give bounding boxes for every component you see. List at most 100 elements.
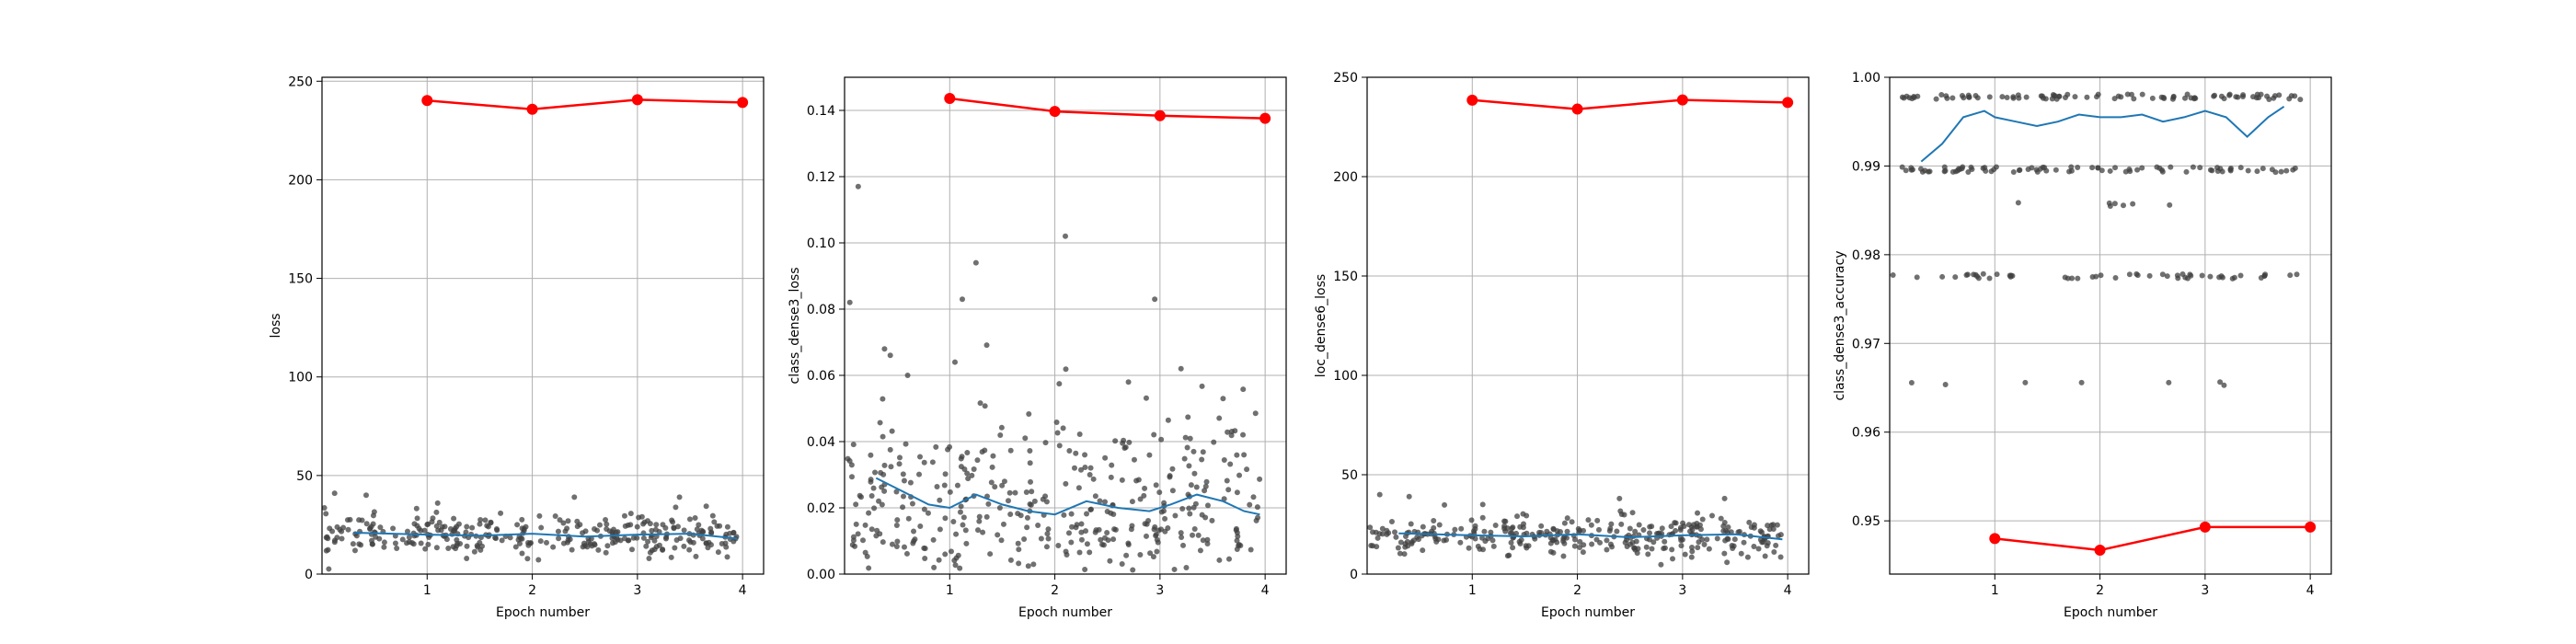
- batch-point: [1914, 274, 1920, 281]
- batch-point: [889, 541, 895, 547]
- batch-point: [1560, 553, 1567, 559]
- batch-point: [1728, 529, 1734, 535]
- batch-point: [948, 548, 954, 555]
- epoch-point: [1989, 533, 2001, 545]
- batch-point: [418, 540, 424, 546]
- batch-point: [2292, 165, 2298, 171]
- batch-point: [1699, 516, 1706, 523]
- batch-point: [1186, 463, 1192, 469]
- batch-point: [1125, 379, 1132, 385]
- batch-point: [1060, 425, 1066, 431]
- batch-point: [2149, 95, 2156, 101]
- batch-point: [1509, 525, 1515, 532]
- batch-point: [965, 476, 972, 482]
- batch-point: [594, 527, 601, 534]
- x-tick-label: 2: [1573, 583, 1581, 598]
- batch-point: [1063, 480, 1069, 487]
- batch-point: [1250, 494, 1257, 500]
- batch-point: [896, 454, 903, 461]
- batch-point: [681, 543, 687, 549]
- batch-point: [998, 537, 1005, 544]
- batch-point: [1709, 512, 1716, 519]
- batch-point: [2269, 167, 2275, 173]
- batch-point: [1038, 535, 1044, 542]
- batch-point: [464, 543, 470, 549]
- batch-point: [692, 514, 698, 521]
- batch-point: [693, 553, 699, 559]
- batch-point: [960, 296, 965, 303]
- y-tick-label: 1.00: [1852, 71, 1880, 86]
- batch-point: [921, 506, 927, 512]
- batch-point: [1490, 543, 1497, 549]
- batch-point: [717, 523, 723, 529]
- batch-point: [2237, 272, 2244, 279]
- batch-point: [1240, 431, 1247, 438]
- batch-point: [877, 420, 883, 426]
- batch-point: [977, 400, 983, 407]
- y-tick-label: 0.06: [807, 369, 835, 384]
- batch-point: [983, 342, 990, 349]
- batch-point: [537, 538, 544, 545]
- batch-point: [1397, 550, 1403, 557]
- batch-point: [900, 493, 906, 500]
- batch-point: [1133, 477, 1140, 484]
- batch-point: [933, 443, 939, 450]
- batch-point: [1108, 474, 1114, 480]
- y-tick-label: 0.97: [1852, 337, 1880, 351]
- batch-point: [1689, 544, 1696, 550]
- batch-point: [942, 551, 949, 558]
- batch-point: [1123, 552, 1130, 558]
- batch-point: [1388, 518, 1395, 524]
- batch-point: [855, 183, 861, 190]
- batch-point: [2075, 164, 2081, 170]
- batch-point: [1768, 522, 1775, 528]
- batch-point: [1200, 449, 1206, 455]
- batch-point: [879, 501, 885, 508]
- batch-point: [1738, 550, 1744, 557]
- batch-point: [1774, 522, 1780, 528]
- batch-point: [1125, 540, 1132, 546]
- batch-point: [2297, 97, 2304, 103]
- batch-point: [1577, 538, 1583, 545]
- batch-point: [699, 535, 706, 542]
- batch-point: [433, 509, 440, 515]
- batch-point: [1097, 498, 1103, 504]
- batch-point: [1026, 410, 1032, 417]
- batch-point: [1028, 478, 1034, 485]
- epoch-point: [631, 94, 643, 106]
- x-axis-label: Epoch number: [1541, 605, 1635, 620]
- batch-point: [2218, 93, 2225, 99]
- batch-point: [2098, 272, 2104, 279]
- batch-point: [1431, 524, 1437, 531]
- batch-point: [1571, 543, 1578, 549]
- batch-point: [1056, 381, 1063, 387]
- batch-point: [2029, 165, 2035, 171]
- batch-point: [974, 457, 981, 464]
- batch-point: [433, 523, 440, 529]
- batch-point: [1024, 514, 1030, 521]
- batch-point: [1151, 526, 1157, 533]
- batch-point: [484, 523, 490, 529]
- batch-point: [1458, 525, 1465, 532]
- batch-point: [1550, 537, 1557, 544]
- batch-point: [1994, 271, 2000, 278]
- batch-point: [671, 524, 677, 531]
- batch-point: [1986, 94, 1993, 100]
- batch-point: [1704, 536, 1710, 543]
- batch-point: [1903, 93, 1910, 99]
- batch-point: [1472, 523, 1478, 529]
- batch-point: [1031, 498, 1038, 504]
- batch-point: [723, 544, 730, 550]
- batch-point: [896, 461, 903, 467]
- batch-point: [1721, 550, 1728, 557]
- batch-point: [905, 515, 912, 522]
- batch-point: [1199, 512, 1205, 518]
- x-tick-label: 4: [1784, 583, 1792, 598]
- batch-point: [2131, 96, 2137, 102]
- batch-point: [931, 564, 937, 570]
- batch-point: [1121, 437, 1127, 443]
- batch-point: [580, 544, 586, 550]
- plot-frame: [321, 76, 765, 575]
- batch-point: [2167, 201, 2173, 208]
- batch-point: [887, 446, 893, 453]
